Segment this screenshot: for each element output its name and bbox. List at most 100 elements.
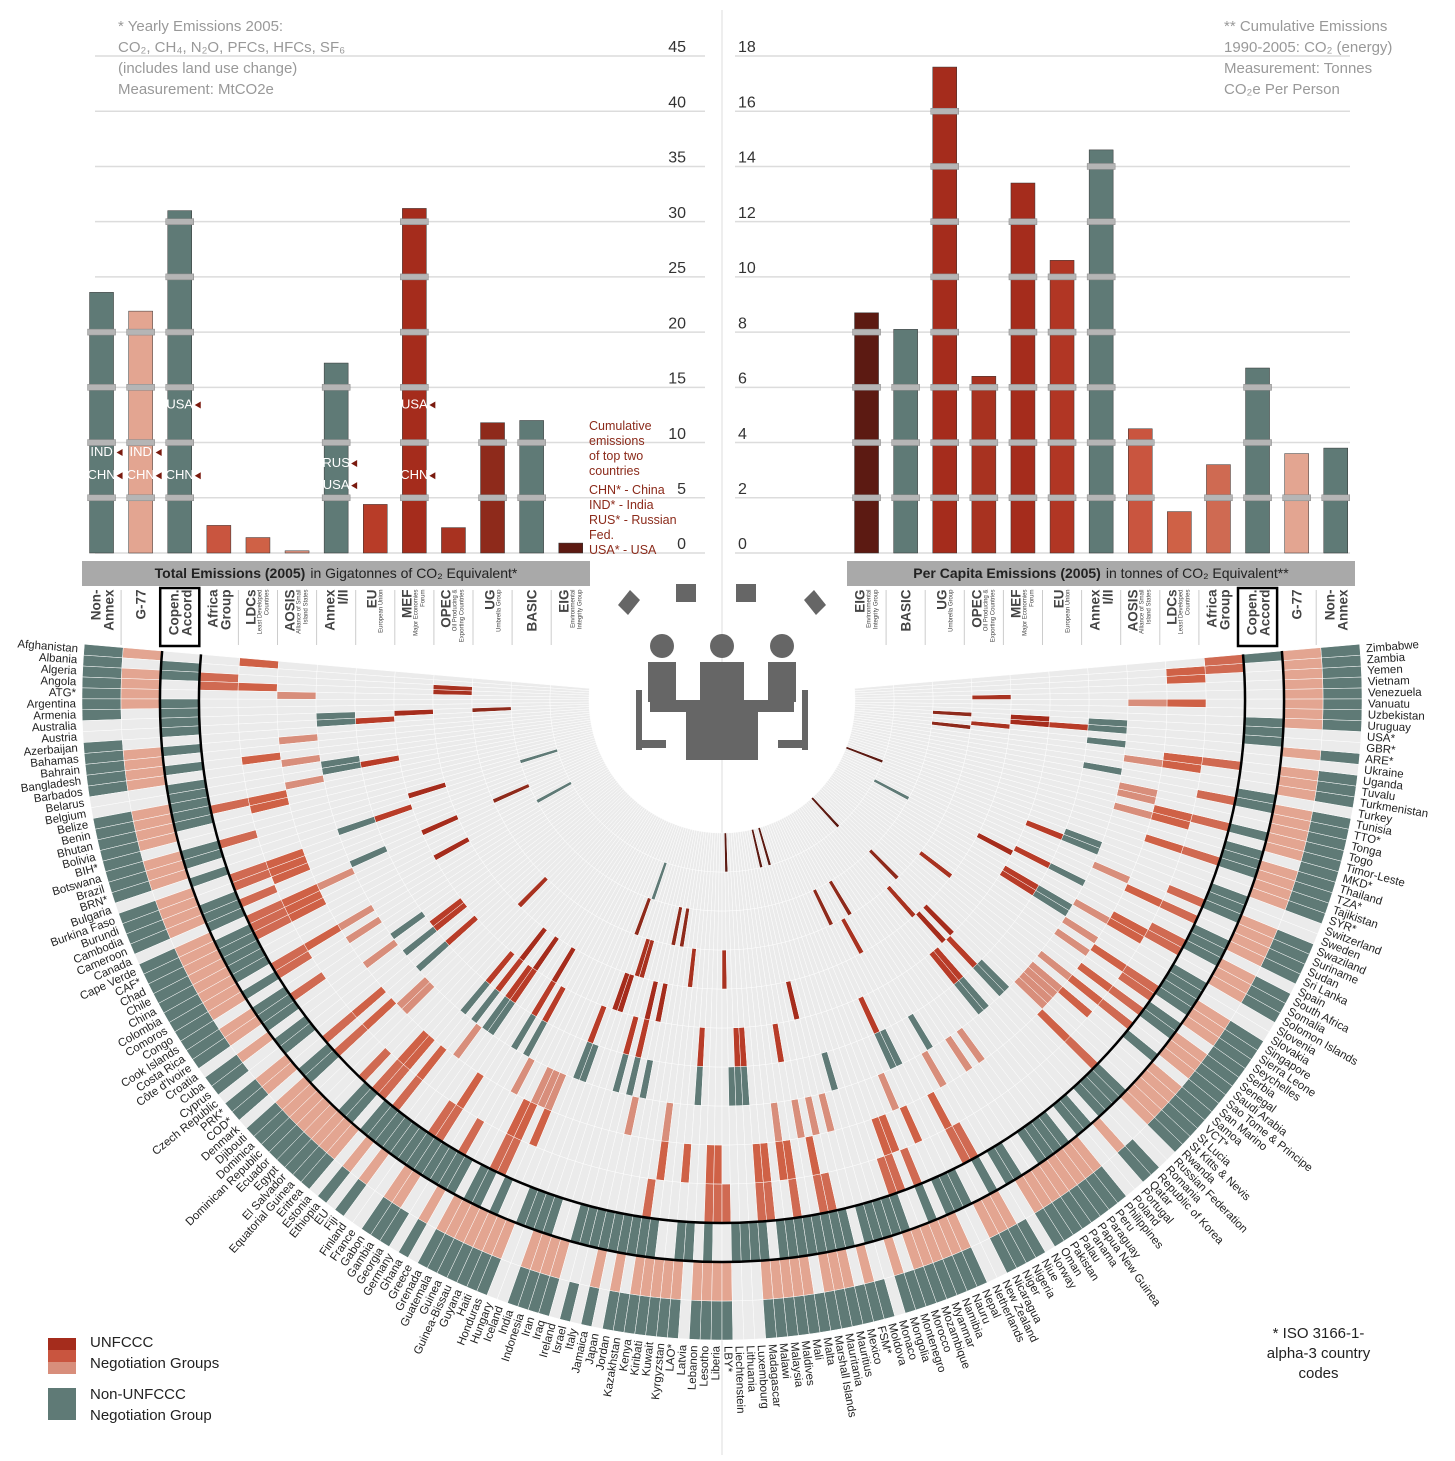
empty-cell <box>315 699 356 707</box>
chimney-band <box>1282 494 1311 502</box>
bar <box>971 376 997 554</box>
member-cell <box>81 676 122 689</box>
column-header: Africa Group <box>199 589 238 647</box>
chimney-band <box>165 384 194 391</box>
empty-cell <box>354 686 395 695</box>
chimney-band <box>1008 273 1038 281</box>
note-line: 1990-2005: CO₂ (energy) <box>1224 39 1393 56</box>
y-tick-label: 8 <box>738 315 747 332</box>
group-description: European Union <box>1065 589 1072 633</box>
column-header: G-77 <box>1277 589 1316 647</box>
bar <box>402 208 427 554</box>
note-line: Measurement: MtCO2e <box>118 81 274 98</box>
chimney-band <box>517 439 546 446</box>
empty-cell <box>712 1222 723 1263</box>
empty-cell <box>971 699 1012 705</box>
column-header: Non-Annex <box>82 589 121 647</box>
member-cell <box>82 665 123 679</box>
bar <box>206 525 232 554</box>
person-body <box>700 662 744 700</box>
member-cell <box>198 680 239 692</box>
country-label: LBY* <box>721 1346 733 1373</box>
column-header: Non-Annex <box>1316 589 1355 647</box>
group-name: EU <box>364 589 380 608</box>
member-cell <box>1283 678 1324 690</box>
empty-cell <box>1127 691 1168 700</box>
spotlight <box>618 590 640 615</box>
member-cell <box>1127 698 1168 708</box>
country-label: Vietnam <box>1368 675 1410 688</box>
legend-label: UNFCCC Negotiation Groups <box>90 1334 220 1372</box>
bar <box>363 504 388 554</box>
chimney-band <box>1243 439 1272 446</box>
empty-cell <box>721 1105 730 1146</box>
member-cell <box>730 1222 742 1263</box>
bar-annotation: CHN <box>166 467 194 482</box>
group-name: BASIC <box>524 589 540 632</box>
column-header: LDCs Least Developed Countries <box>1160 589 1199 647</box>
legend-swatch <box>48 1362 76 1374</box>
annotation-code: USA* - USA <box>589 543 657 557</box>
person-body <box>636 662 676 750</box>
chart-unit: in tonnes of CO₂ Equivalent** <box>1106 565 1289 581</box>
bar <box>558 542 583 554</box>
table-base <box>686 712 758 760</box>
empty-cell <box>1244 679 1285 691</box>
chimney-band <box>126 328 155 336</box>
member-cell <box>1322 676 1363 689</box>
bar <box>1245 367 1270 554</box>
empty-cell <box>1010 704 1051 711</box>
column-header: G-77 <box>121 589 160 647</box>
empty-cell <box>1088 692 1129 700</box>
empty-cell <box>510 695 551 700</box>
member-cell <box>159 707 200 719</box>
member-cell <box>1283 698 1324 710</box>
empty-cell <box>730 1183 741 1224</box>
empty-cell <box>706 1105 716 1146</box>
member-cell <box>721 1261 733 1302</box>
group-name: Copen. Accord <box>165 589 194 636</box>
chimney-band <box>1008 384 1038 391</box>
chimney-band <box>930 328 959 336</box>
chimney-band <box>1047 273 1077 281</box>
chimney-band <box>1204 494 1233 502</box>
chimney-band <box>852 439 881 446</box>
bar <box>1284 453 1309 554</box>
chimney-band <box>852 328 881 336</box>
chimney-band <box>1243 494 1272 502</box>
empty-cell <box>1244 689 1285 700</box>
bar <box>323 362 349 554</box>
header-bar <box>82 561 590 586</box>
chimney-band <box>852 384 881 391</box>
empty-cell <box>1010 699 1051 706</box>
group-name: EIG <box>852 589 868 613</box>
member-cell <box>712 1183 723 1224</box>
empty-cell <box>716 949 723 990</box>
note-line: (includes land use change) <box>118 60 298 77</box>
annotation-marker <box>116 472 123 480</box>
country-label: Uruguay <box>1367 720 1411 734</box>
bar <box>1010 182 1036 554</box>
bar-annotation: IND <box>129 444 151 459</box>
bar <box>932 66 957 554</box>
chimney-band <box>1086 328 1116 336</box>
bar-annotation: CHN <box>400 467 428 482</box>
column-header: UG Umbrella Group <box>473 589 512 647</box>
empty-cell <box>237 706 278 716</box>
country-label: USA* <box>1367 732 1396 746</box>
group-name: OPEC <box>969 589 985 628</box>
note-line: * Yearly Emissions 2005: <box>118 18 284 35</box>
group-name: EU <box>1051 589 1067 608</box>
empty-cell <box>159 679 200 691</box>
empty-cell <box>354 692 395 700</box>
group-description: Oil Producing & Exporting Countries <box>452 589 466 642</box>
empty-cell <box>393 699 434 706</box>
chimney-band <box>891 384 920 391</box>
member-cell <box>1322 698 1363 711</box>
empty-cell <box>198 698 239 709</box>
group-name: Africa Group <box>204 589 233 630</box>
country-label: Vanuatu <box>1368 698 1410 710</box>
empty-cell <box>716 988 723 1029</box>
